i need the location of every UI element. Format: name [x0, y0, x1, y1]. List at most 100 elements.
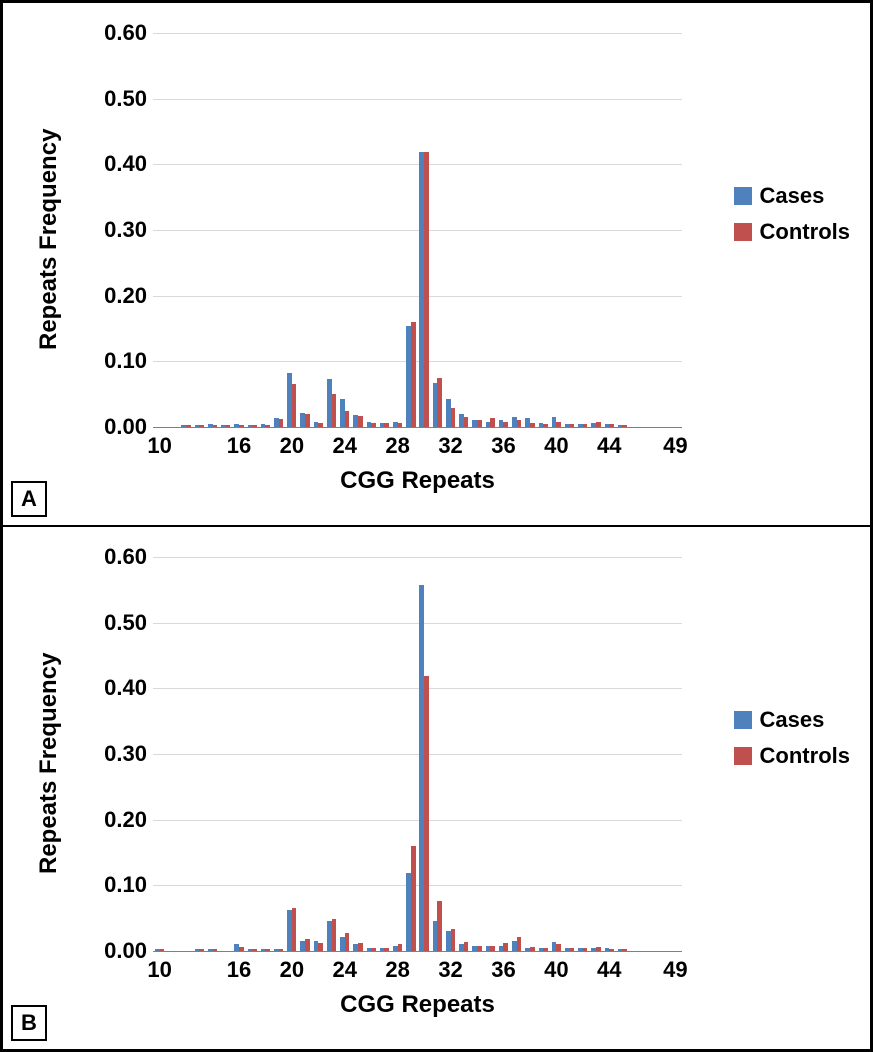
panel-label: A: [11, 481, 47, 517]
bar-controls: [583, 424, 588, 427]
y-tick-label: 0.20: [104, 283, 153, 309]
legend-swatch-controls: [734, 747, 752, 765]
panel-label: B: [11, 1005, 47, 1041]
x-tick-label: 32: [438, 427, 462, 459]
plot-area: 0.000.100.200.300.400.500.60101620242832…: [153, 33, 682, 428]
y-tick-label: 0.00: [104, 414, 153, 440]
gridline: [153, 754, 682, 755]
y-tick-label: 0.30: [104, 217, 153, 243]
legend: Cases Controls: [734, 707, 850, 779]
bar-controls: [279, 419, 284, 427]
y-tick-label: 0.50: [104, 610, 153, 636]
bar-controls: [583, 948, 588, 951]
bar-controls: [622, 425, 627, 427]
y-axis-title: Repeats Frequency: [35, 653, 63, 874]
y-tick-label: 0.50: [104, 86, 153, 112]
gridline: [153, 885, 682, 886]
bar-controls: [424, 676, 429, 951]
gridline: [153, 820, 682, 821]
x-tick-label: 10: [147, 427, 171, 459]
gridline: [153, 296, 682, 297]
bar-controls: [411, 846, 416, 951]
bar-controls: [570, 948, 575, 951]
bar-controls: [477, 420, 482, 427]
bar-controls: [252, 949, 257, 951]
y-axis-title: Repeats Frequency: [35, 129, 63, 350]
gridline: [153, 688, 682, 689]
bar-controls: [345, 933, 350, 951]
x-tick-label: 20: [280, 951, 304, 983]
x-tick-label: 49: [663, 951, 687, 983]
bar-controls: [199, 425, 204, 427]
bar-controls: [345, 411, 350, 427]
bar-controls: [265, 425, 270, 427]
bar-controls: [213, 949, 218, 951]
bar-controls: [517, 937, 522, 951]
bar-controls: [451, 929, 456, 951]
bar-controls: [318, 423, 323, 427]
x-tick-label: 44: [597, 951, 621, 983]
plot-area: 0.000.100.200.300.400.500.60101620242832…: [153, 557, 682, 952]
bar-controls: [292, 384, 297, 427]
x-tick-label: 40: [544, 951, 568, 983]
gridline: [153, 99, 682, 100]
legend-item-controls: Controls: [734, 219, 850, 245]
bar-controls: [570, 424, 575, 427]
legend-item-controls: Controls: [734, 743, 850, 769]
x-axis-title: CGG Repeats: [153, 991, 682, 1019]
gridline: [153, 230, 682, 231]
x-tick-label: 28: [385, 951, 409, 983]
y-tick-label: 0.00: [104, 938, 153, 964]
bar-controls: [358, 416, 363, 427]
y-tick-label: 0.10: [104, 348, 153, 374]
bar-controls: [265, 949, 270, 951]
y-tick-label: 0.20: [104, 807, 153, 833]
bar-controls: [622, 949, 627, 951]
bar-controls: [451, 408, 456, 427]
x-tick-label: 24: [333, 951, 357, 983]
bar-controls: [305, 939, 310, 951]
bar-controls: [199, 949, 204, 951]
legend-label: Cases: [760, 707, 825, 733]
y-tick-label: 0.30: [104, 741, 153, 767]
x-tick-label: 10: [147, 951, 171, 983]
x-axis-title: CGG Repeats: [153, 467, 682, 495]
y-tick-label: 0.60: [104, 544, 153, 570]
panel-b: 0.00 0.10 0.20 0.30 0.40 0.50 0.60 10 16 20 24 28 32…: [2, 526, 871, 1050]
y-tick-label: 0.10: [104, 872, 153, 898]
legend-item-cases: Cases: [734, 183, 850, 209]
x-tick-label: 44: [597, 427, 621, 459]
legend-label: Controls: [760, 219, 850, 245]
gridline: [153, 623, 682, 624]
gridline: [153, 361, 682, 362]
x-tick-label: 16: [227, 951, 251, 983]
legend-swatch-cases: [734, 187, 752, 205]
bar-controls: [437, 378, 442, 427]
bar-controls: [371, 423, 376, 427]
bar-controls: [490, 418, 495, 427]
bar-controls: [530, 423, 535, 427]
bar-controls: [464, 417, 469, 427]
legend: Cases Controls: [734, 183, 850, 255]
legend-swatch-cases: [734, 711, 752, 729]
x-tick-label: 40: [544, 427, 568, 459]
bar-controls: [437, 901, 442, 951]
bar-controls: [503, 943, 508, 951]
bar-controls: [213, 425, 218, 427]
y-tick-label: 0.60: [104, 20, 153, 46]
legend-swatch-controls: [734, 223, 752, 241]
figure-container: 0.00 0.10 0.20 0.30 0.40 0.50 0.60 10 16 20 24 28 32…: [0, 0, 873, 1052]
legend-label: Controls: [760, 743, 850, 769]
x-tick-label: 36: [491, 951, 515, 983]
x-tick-label: 32: [438, 951, 462, 983]
bar-controls: [318, 943, 323, 951]
bar-controls: [517, 420, 522, 427]
x-tick-label: 24: [333, 427, 357, 459]
bar-controls: [477, 946, 482, 951]
y-tick-label: 0.40: [104, 675, 153, 701]
bar-controls: [411, 322, 416, 427]
y-tick-label: 0.40: [104, 151, 153, 177]
bar-controls: [252, 425, 257, 427]
bar-controls: [292, 908, 297, 951]
bar-controls: [358, 943, 363, 951]
